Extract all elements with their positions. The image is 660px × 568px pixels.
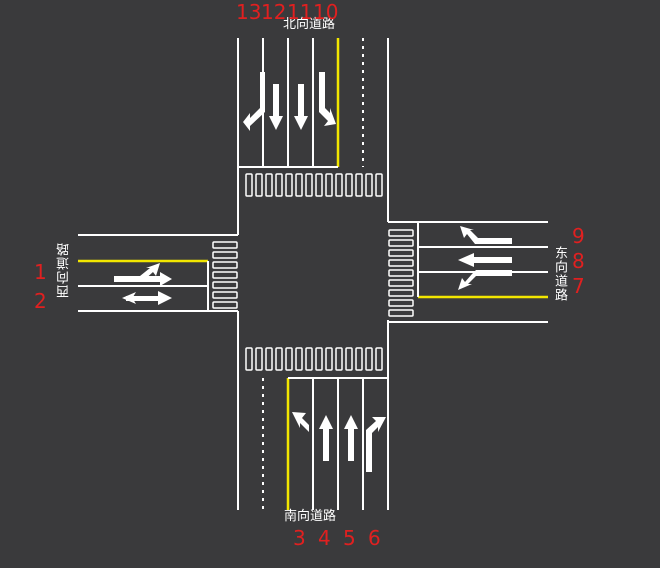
right-turn-arrow <box>458 270 512 290</box>
west-crosswalk <box>212 241 238 309</box>
lane-number-8: 8 <box>572 249 585 273</box>
right-turn-arrow <box>366 417 386 472</box>
straight-uturn-arrow <box>122 291 172 305</box>
north-crosswalk <box>245 173 383 197</box>
left-u-turn-arrow <box>243 72 265 131</box>
west-approach <box>78 234 238 312</box>
south-approach <box>237 312 389 510</box>
lane-number-3: 3 <box>293 526 306 550</box>
straight-arrow <box>344 415 358 461</box>
east-crosswalk <box>388 229 414 317</box>
left-turn-arrow <box>460 226 512 244</box>
straight-arrow <box>319 415 333 461</box>
east-approach <box>388 221 548 323</box>
straight-left-arrow <box>114 263 172 286</box>
lane-number-10: 10 <box>313 0 339 24</box>
lane-number-1: 1 <box>34 260 47 284</box>
lane-number-13: 13 <box>236 0 262 24</box>
east-road-label: 东向道路 <box>552 246 567 302</box>
south-road-label: 南向道路 <box>284 509 337 524</box>
south-crosswalk <box>245 347 383 371</box>
lane-number-4: 4 <box>318 526 331 550</box>
straight-arrow <box>294 84 308 130</box>
lane-number-9: 9 <box>572 224 585 248</box>
north-road-label: 北向道路 <box>283 17 336 32</box>
lane-number-7: 7 <box>572 274 585 298</box>
left-turn-arrow <box>292 412 309 472</box>
right-turn-arrow <box>319 72 336 126</box>
north-approach <box>237 38 389 200</box>
lane-number-11: 11 <box>287 0 313 24</box>
west-road-label: 西向道路 <box>57 242 72 298</box>
lane-number-6: 6 <box>368 526 381 550</box>
lane-number-2: 2 <box>34 289 47 313</box>
lane-number-12: 12 <box>261 0 287 24</box>
straight-arrow <box>458 253 512 267</box>
lane-number-5: 5 <box>343 526 356 550</box>
straight-arrow <box>269 84 283 130</box>
